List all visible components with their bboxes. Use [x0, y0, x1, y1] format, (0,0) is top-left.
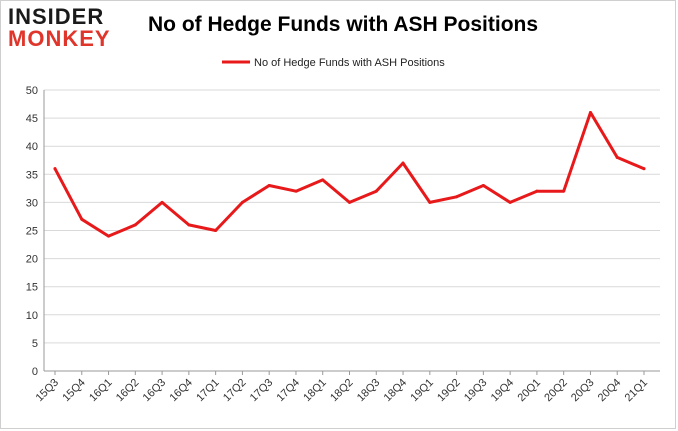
- x-tick-label: 17Q4: [275, 377, 303, 405]
- x-tick-label: 20Q4: [596, 377, 624, 405]
- x-axis-ticks: 15Q3 15Q4 16Q1 16Q2 16Q3 16Q4 17Q1 17Q2 17Q3 17Q4…: [34, 371, 651, 405]
- y-tick-label: 25: [26, 226, 38, 238]
- data-point-16Q4: [187, 223, 191, 227]
- x-tick-label: 20Q2: [542, 377, 570, 405]
- y-axis-ticks: 0 5 10 15 20 25 30 35 40 45 50: [26, 85, 38, 378]
- data-point-16Q1: [107, 234, 111, 238]
- x-tick-label: 18Q1: [301, 377, 329, 405]
- logo-line-2: MONKEY: [8, 26, 111, 51]
- data-point-15Q4: [80, 217, 84, 221]
- data-point-18Q3: [374, 189, 378, 193]
- x-tick-label: 18Q3: [355, 377, 383, 405]
- data-point-17Q2: [240, 200, 244, 204]
- data-point-20Q2: [562, 189, 566, 193]
- grid-lines: [44, 89, 660, 372]
- x-tick-label: 19Q4: [489, 377, 517, 405]
- y-tick-label: 15: [26, 282, 38, 294]
- data-point-16Q2: [133, 223, 137, 227]
- data-point-17Q4: [294, 189, 298, 193]
- data-point-19Q1: [428, 200, 432, 204]
- x-tick-label: 17Q3: [248, 377, 276, 405]
- chart-title: No of Hedge Funds with ASH Positions: [148, 13, 539, 36]
- x-tick-label: 17Q1: [194, 377, 222, 405]
- y-tick-label: 10: [26, 310, 38, 322]
- x-tick-label: 20Q1: [516, 377, 544, 405]
- y-tick-label: 0: [32, 366, 38, 378]
- data-point-20Q3: [588, 110, 592, 114]
- y-tick-label: 20: [26, 254, 38, 266]
- data-point-21Q1: [642, 167, 646, 171]
- x-tick-label: 21Q1: [623, 377, 651, 405]
- data-point-19Q2: [455, 195, 459, 199]
- data-point-20Q4: [615, 155, 619, 159]
- insider-monkey-logo: INSIDER MONKEY: [8, 6, 126, 54]
- x-tick-label: 19Q2: [435, 377, 463, 405]
- x-tick-label: 19Q3: [462, 377, 490, 405]
- data-point-19Q3: [481, 184, 485, 188]
- x-tick-label: 18Q2: [328, 377, 356, 405]
- y-tick-label: 30: [26, 197, 38, 209]
- data-point-18Q4: [401, 161, 405, 165]
- data-point-17Q1: [214, 229, 218, 232]
- y-tick-label: 50: [26, 85, 38, 97]
- x-tick-label: 16Q3: [141, 377, 169, 405]
- x-tick-label: 18Q4: [382, 377, 410, 405]
- x-tick-label: 15Q3: [34, 377, 62, 405]
- x-tick-label: 17Q2: [221, 377, 249, 405]
- logo-line-1: INSIDER: [8, 4, 105, 29]
- series-layer: [53, 110, 646, 238]
- data-point-19Q4: [508, 200, 512, 204]
- y-tick-label: 5: [32, 338, 38, 350]
- x-tick-label: 20Q3: [569, 377, 597, 405]
- x-tick-label: 16Q1: [87, 377, 115, 405]
- y-tick-label: 40: [26, 141, 38, 153]
- x-tick-label: 15Q4: [60, 377, 88, 405]
- data-point-20Q1: [535, 189, 539, 193]
- data-point-16Q3: [160, 200, 164, 204]
- data-point-15Q3: [53, 167, 57, 171]
- axes: [43, 90, 660, 372]
- y-tick-label: 35: [26, 169, 38, 181]
- x-tick-label: 19Q1: [408, 377, 436, 405]
- data-point-18Q2: [348, 200, 351, 204]
- y-tick-label: 45: [26, 113, 38, 125]
- x-tick-label: 16Q2: [114, 377, 142, 405]
- x-tick-label: 16Q4: [167, 377, 195, 405]
- data-point-17Q3: [267, 184, 271, 188]
- legend: No of Hedge Funds with ASH Positions: [222, 57, 445, 69]
- data-point-18Q1: [321, 178, 325, 182]
- legend-label: No of Hedge Funds with ASH Positions: [254, 57, 445, 69]
